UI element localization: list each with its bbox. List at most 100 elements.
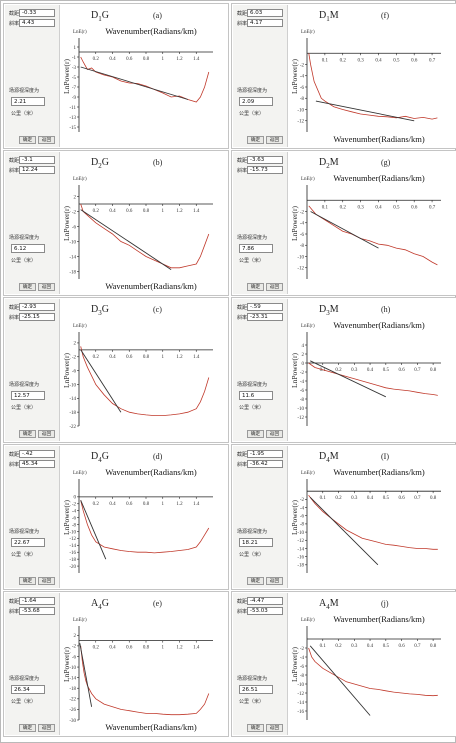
depth-label: 场源视深度为 — [9, 235, 40, 241]
y-tick-label: -4 — [300, 506, 305, 511]
intercept-field[interactable]: -2.93 — [19, 303, 55, 311]
intercept-field[interactable]: -4.47 — [247, 597, 283, 605]
x-tick-label: 0.2 — [340, 205, 347, 210]
intercept-field[interactable]: 6.03 — [247, 9, 283, 17]
x-tick-label: 0.1 — [322, 58, 329, 63]
x-tick-label: 0.2 — [93, 646, 100, 651]
back-button[interactable]: 返回 — [38, 577, 55, 585]
title-end: M — [330, 598, 339, 609]
depth-field[interactable]: 2.09 — [239, 97, 273, 106]
intercept-field[interactable]: -3.1 — [19, 156, 55, 164]
x-tick-label: 0.7 — [414, 644, 421, 649]
back-button[interactable]: 返回 — [38, 430, 55, 438]
x-axis-label: Wavenumber(Radians/km) — [333, 614, 425, 624]
slope-field[interactable]: 12.24 — [19, 166, 55, 174]
chart-panel-a: 截距 -0.33 斜率 4.43 场源视深度为 2.21 公里（米） 确定 返回 D1G (a) Ln… — [3, 3, 229, 149]
y-tick-label: -14 — [69, 544, 76, 549]
panel-letter: (d) — [153, 452, 163, 461]
depth-field[interactable]: 22.67 — [11, 538, 45, 547]
y-tick-label: 2 — [302, 353, 305, 358]
back-button[interactable]: 返回 — [38, 136, 55, 144]
back-button[interactable]: 返回 — [266, 136, 283, 144]
x-tick-label: 0.6 — [126, 502, 133, 507]
ok-button[interactable]: 确定 — [247, 430, 264, 438]
depth-field[interactable]: 2.21 — [11, 97, 45, 106]
title-subscript: 4 — [98, 603, 102, 611]
slope-field[interactable]: -53.68 — [19, 607, 55, 615]
intercept-field[interactable]: -.59 — [247, 303, 283, 311]
x-tick-label: 0.5 — [393, 205, 400, 210]
y-axis-label: LnPower(r) — [62, 353, 71, 388]
back-button[interactable]: 返回 — [266, 283, 283, 291]
ok-button[interactable]: 确定 — [19, 724, 36, 732]
panel-title: D2M — [319, 157, 339, 170]
fit-line — [80, 209, 172, 270]
slope-label: 斜率 — [237, 21, 248, 27]
ok-button[interactable]: 确定 — [19, 136, 36, 144]
panel-letter: (g) — [381, 158, 391, 167]
intercept-label: 截距 — [9, 599, 20, 605]
x-tick-label: 0.4 — [109, 355, 116, 360]
chart-panel-c: 截距 -2.93 斜率 -25.15 场源视深度为 12.57 公里（米） 确定 返回 D3G (c… — [3, 297, 229, 443]
slope-field[interactable]: -15.73 — [247, 166, 283, 174]
y-tick-label: -4 — [300, 75, 305, 80]
y-tick-label: 4 — [302, 344, 305, 349]
slope-field[interactable]: -53.03 — [247, 607, 283, 615]
ok-button[interactable]: 确定 — [19, 283, 36, 291]
x-tick-label: 0.6 — [398, 368, 405, 373]
y-tick-label: -12 — [297, 692, 304, 697]
x-tick-label: 1 — [162, 502, 165, 507]
spectrum-plot: D4M (I) LnE(r) LnPower(r) -2 -4 -6 -8 -10 -12 -14 -… — [289, 447, 455, 588]
ok-button[interactable]: 确定 — [19, 577, 36, 585]
slope-label: 斜率 — [9, 462, 20, 468]
power-spectrum-line — [308, 362, 438, 396]
intercept-field[interactable]: -0.33 — [19, 9, 55, 17]
back-button[interactable]: 返回 — [38, 283, 55, 291]
slope-field[interactable]: -36.42 — [247, 460, 283, 468]
depth-field[interactable]: 26.51 — [239, 685, 273, 694]
depth-field[interactable]: 6.12 — [11, 244, 45, 253]
intercept-field[interactable]: -1.95 — [247, 450, 283, 458]
back-button[interactable]: 返回 — [266, 430, 283, 438]
title-end: G — [102, 304, 109, 315]
y-tick-label: -6 — [300, 665, 305, 670]
x-tick-label: 0.3 — [351, 496, 358, 501]
ok-button[interactable]: 确定 — [247, 283, 264, 291]
ok-button[interactable]: 确定 — [247, 577, 264, 585]
x-tick-label: 0.2 — [335, 496, 342, 501]
back-button[interactable]: 返回 — [266, 577, 283, 585]
y-tick-label: -8 — [300, 97, 305, 102]
slope-field[interactable]: 45.34 — [19, 460, 55, 468]
x-axis-label: Wavenumber(Radians/km) — [105, 281, 197, 291]
intercept-label: 截距 — [9, 305, 20, 311]
depth-field[interactable]: 7.86 — [239, 244, 273, 253]
x-tick-label: 0.6 — [398, 644, 405, 649]
x-tick-label: 0.6 — [411, 58, 418, 63]
slope-field[interactable]: -23.31 — [247, 313, 283, 321]
y-axis-label: LnPower(r) — [290, 647, 299, 682]
slope-field[interactable]: 4.43 — [19, 19, 55, 27]
x-tick-label: 1.4 — [193, 646, 200, 651]
slope-field[interactable]: -25.15 — [19, 313, 55, 321]
x-tick-label: 0.4 — [109, 57, 116, 62]
ok-button[interactable]: 确定 — [247, 724, 264, 732]
panel-title: D1G — [91, 10, 109, 23]
ok-button[interactable]: 确定 — [19, 430, 36, 438]
x-axis-label: Wavenumber(Radians/km) — [333, 134, 425, 144]
ok-button[interactable]: 确定 — [247, 136, 264, 144]
depth-field[interactable]: 26.34 — [11, 685, 45, 694]
back-button[interactable]: 返回 — [38, 724, 55, 732]
intercept-label: 截距 — [237, 11, 248, 17]
x-tick-label: 0.5 — [383, 644, 390, 649]
spectrum-plot: D2M (g) LnE(r) LnPower(r) -2 -4 -6 -8 -10 -12 0.1 0… — [289, 153, 455, 294]
intercept-field[interactable]: -.42 — [19, 450, 55, 458]
x-tick-label: 0.1 — [320, 496, 327, 501]
depth-field[interactable]: 11.6 — [239, 391, 273, 400]
panel-letter: (c) — [153, 305, 162, 314]
depth-field[interactable]: 12.57 — [11, 391, 45, 400]
back-button[interactable]: 返回 — [266, 724, 283, 732]
intercept-field[interactable]: -3.63 — [247, 156, 283, 164]
slope-field[interactable]: 4.17 — [247, 19, 283, 27]
depth-field[interactable]: 18.21 — [239, 538, 273, 547]
intercept-field[interactable]: -1.64 — [19, 597, 55, 605]
